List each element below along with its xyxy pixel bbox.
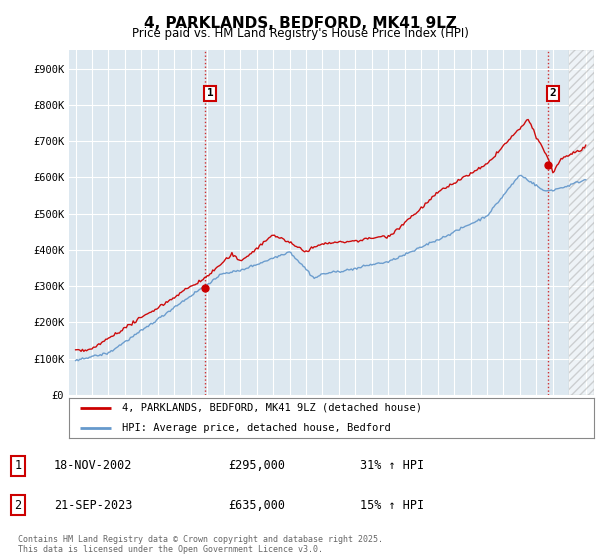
Text: 2: 2 <box>550 88 557 99</box>
Text: 2: 2 <box>14 498 22 512</box>
Text: 31% ↑ HPI: 31% ↑ HPI <box>360 459 424 473</box>
Text: HPI: Average price, detached house, Bedford: HPI: Average price, detached house, Bedf… <box>121 423 390 433</box>
Text: 18-NOV-2002: 18-NOV-2002 <box>54 459 133 473</box>
Text: £295,000: £295,000 <box>228 459 285 473</box>
Text: 1: 1 <box>14 459 22 473</box>
Text: Contains HM Land Registry data © Crown copyright and database right 2025.
This d: Contains HM Land Registry data © Crown c… <box>18 535 383 554</box>
Text: 21-SEP-2023: 21-SEP-2023 <box>54 498 133 512</box>
Text: 4, PARKLANDS, BEDFORD, MK41 9LZ (detached house): 4, PARKLANDS, BEDFORD, MK41 9LZ (detache… <box>121 403 421 413</box>
Bar <box>569 50 594 395</box>
Text: £635,000: £635,000 <box>228 498 285 512</box>
Text: 15% ↑ HPI: 15% ↑ HPI <box>360 498 424 512</box>
Text: 4, PARKLANDS, BEDFORD, MK41 9LZ: 4, PARKLANDS, BEDFORD, MK41 9LZ <box>143 16 457 31</box>
Text: 1: 1 <box>207 88 214 99</box>
Text: Price paid vs. HM Land Registry's House Price Index (HPI): Price paid vs. HM Land Registry's House … <box>131 27 469 40</box>
